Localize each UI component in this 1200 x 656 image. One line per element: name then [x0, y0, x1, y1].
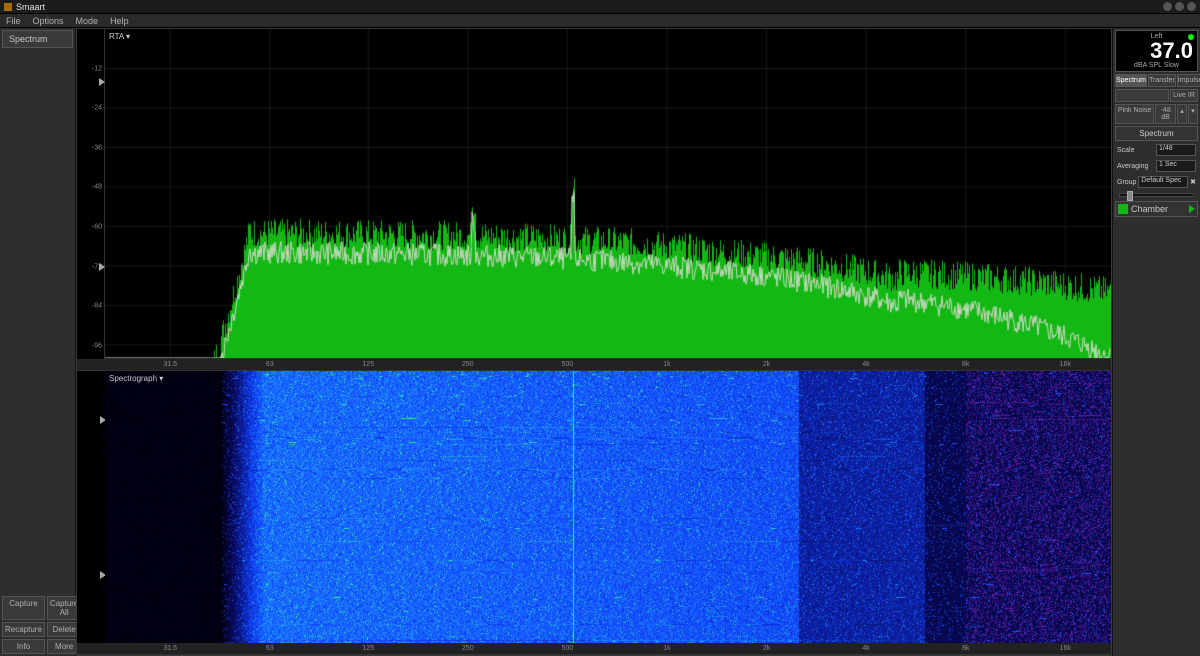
offset-slider[interactable] [1119, 193, 1194, 197]
plot-area: -12-24-36-48-60-72-84-96 RTA ▾ 31.563125… [76, 28, 1112, 656]
rta-plot[interactable]: RTA ▾ [105, 29, 1111, 359]
x-tick: 4k [862, 645, 869, 652]
spectrograph-label[interactable]: Spectrograph ▾ [109, 374, 163, 383]
menu-file[interactable]: File [6, 16, 21, 26]
spectrograph-plot[interactable]: Spectrograph ▾ [105, 371, 1111, 643]
trace-row-chamber[interactable]: Chamber [1115, 201, 1198, 217]
x-tick: 2k [763, 645, 770, 652]
x-tick: 2k [763, 361, 770, 368]
meter-value: 37.0 [1120, 40, 1193, 62]
scale-label: Scale [1117, 147, 1135, 154]
left-panel: Spectrum Capture Capture All Recapture D… [0, 28, 76, 656]
group-select[interactable]: Default Spec [1138, 176, 1188, 188]
y-tick: -36 [92, 144, 102, 151]
x-tick: 31.5 [163, 361, 177, 368]
tab-spectrum-left[interactable]: Spectrum [2, 30, 73, 48]
y-tick: -96 [92, 342, 102, 349]
rta-label[interactable]: RTA ▾ [109, 32, 130, 41]
tab-blank[interactable] [1115, 89, 1169, 102]
averaging-label: Averaging [1117, 163, 1148, 170]
x-tick: 8k [962, 361, 969, 368]
capture-button[interactable]: Capture [2, 596, 45, 620]
rta-x-axis: 31.5 63 125 250 500 1k 2k 4k 8k 16k [77, 359, 1111, 371]
menu-help[interactable]: Help [110, 16, 129, 26]
minimize-button[interactable] [1163, 2, 1172, 11]
record-indicator-icon [1188, 34, 1194, 40]
x-tick: 63 [266, 645, 274, 652]
app-icon [4, 3, 12, 11]
x-tick: 125 [362, 645, 374, 652]
x-tick: 500 [562, 361, 574, 368]
spl-meter[interactable]: Left 37.0 dBA SPL Slow [1115, 30, 1198, 72]
group-label: Group [1117, 179, 1136, 186]
x-tick: 1k [663, 645, 670, 652]
tab-transfer[interactable]: Transfer [1148, 74, 1176, 87]
y-tick: -84 [92, 303, 102, 310]
menu-mode[interactable]: Mode [76, 16, 99, 26]
x-tick: 16k [1060, 645, 1071, 652]
x-tick: 125 [362, 361, 374, 368]
menu-bar: File Options Mode Help [0, 14, 1200, 28]
x-tick: 16k [1060, 361, 1071, 368]
x-tick: 250 [462, 645, 474, 652]
recapture-button[interactable]: Recapture [2, 622, 45, 637]
info-button[interactable]: Info [2, 639, 45, 654]
tab-impulse[interactable]: Impulse [1177, 74, 1200, 87]
maximize-button[interactable] [1175, 2, 1184, 11]
x-tick: 500 [562, 645, 574, 652]
spectrograph-x-axis: 31.5 63 125 250 500 1k 2k 4k 8k 16k [77, 643, 1111, 655]
generator-level[interactable]: -48 dB [1155, 104, 1176, 124]
slider-thumb[interactable] [1127, 191, 1133, 201]
window-controls [1163, 2, 1196, 11]
x-tick: 8k [962, 645, 969, 652]
rta-chart: -12-24-36-48-60-72-84-96 RTA ▾ [77, 29, 1111, 359]
settings-icon[interactable]: ✖ [1190, 178, 1196, 186]
window-titlebar: Smaart [0, 0, 1200, 14]
trace-color-swatch [1118, 204, 1128, 214]
close-button[interactable] [1187, 2, 1196, 11]
y-tick: -12 [92, 65, 102, 72]
rta-y-axis: -12-24-36-48-60-72-84-96 [77, 29, 105, 359]
x-tick: 31.5 [163, 645, 177, 652]
app-title: Smaart [16, 2, 45, 12]
generator-up-button[interactable]: ▴ [1177, 104, 1187, 124]
spectrum-section-title: Spectrum [1115, 126, 1198, 141]
x-tick: 4k [862, 361, 869, 368]
averaging-select[interactable]: 1 Sec [1156, 160, 1196, 172]
x-tick: 250 [462, 361, 474, 368]
meter-units: dBA SPL Slow [1120, 62, 1193, 69]
y-tick: -24 [92, 105, 102, 112]
y-tick: -60 [92, 224, 102, 231]
generator-down-button[interactable]: ▾ [1188, 104, 1198, 124]
x-tick: 1k [663, 361, 670, 368]
play-icon[interactable] [1189, 205, 1195, 213]
tab-live-ir[interactable]: Live IR [1170, 89, 1198, 102]
spectrograph-gutter [77, 371, 105, 643]
right-panel: Left 37.0 dBA SPL Slow Spectrum Transfer… [1112, 28, 1200, 656]
trace-name: Chamber [1131, 204, 1168, 214]
spectrograph: Spectrograph ▾ [77, 371, 1111, 643]
x-tick: 63 [266, 361, 274, 368]
menu-options[interactable]: Options [33, 16, 64, 26]
generator-type[interactable]: Pink Noise [1115, 104, 1154, 124]
scale-select[interactable]: 1/48 [1156, 144, 1196, 156]
tab-spectrum[interactable]: Spectrum [1115, 74, 1147, 87]
y-tick: -48 [92, 184, 102, 191]
